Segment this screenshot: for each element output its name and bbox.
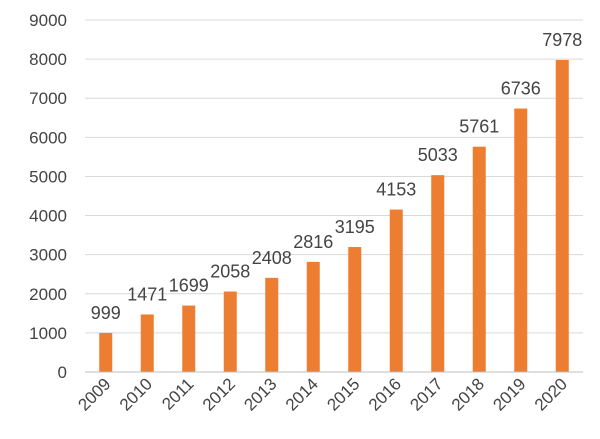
y-tick-label: 0	[58, 363, 67, 382]
data-label-2011: 1699	[169, 276, 209, 296]
data-labels: 999 1471 169920582408281631954153503357616…	[91, 30, 583, 323]
data-label-2010: 1471	[127, 284, 167, 304]
data-label-2018: 5761	[459, 117, 499, 137]
bar-2016	[389, 209, 403, 372]
bars	[99, 59, 569, 373]
bar-2019	[514, 108, 528, 373]
data-label-2017: 5033	[418, 145, 458, 165]
x-tick-label-2009: 2009	[74, 374, 114, 414]
x-tick-label-2015: 2015	[323, 374, 363, 414]
data-label-2009: 999	[91, 303, 121, 323]
y-tick-label: 7000	[29, 89, 67, 108]
data-label-2013: 2408	[252, 248, 292, 268]
y-tick-label: 5000	[29, 167, 67, 186]
x-tick-label-2014: 2014	[282, 374, 322, 414]
bar-2011	[182, 305, 196, 372]
y-tick-label: 9000	[29, 11, 67, 30]
bar-2017	[431, 175, 445, 372]
x-tick-label-2012: 2012	[199, 374, 239, 414]
bar-2020	[555, 59, 569, 372]
x-tick-label-2011: 2011	[158, 374, 197, 413]
y-tick-label: 1000	[29, 324, 67, 343]
y-axis-ticks: 0 1000 2000 3000 4000 5000 6000 7000 8000 9000	[29, 11, 67, 382]
x-tick-label-2016: 2016	[365, 374, 405, 414]
bar-2018	[472, 146, 486, 372]
data-label-2012: 2058	[210, 262, 250, 282]
y-tick-label: 3000	[29, 246, 67, 265]
x-tick-label-2018: 2018	[448, 374, 488, 414]
data-label-2020: 7978	[542, 30, 582, 50]
x-tick-label-2010: 2010	[116, 374, 156, 414]
data-label-2014: 2816	[293, 232, 333, 252]
x-tick-label-2017: 2017	[406, 374, 446, 414]
bar-2015	[348, 247, 362, 372]
x-axis-ticks: 2009 2010 2011 2012 2013 2014 2015 2016 2017 2018…	[74, 374, 571, 414]
y-tick-label: 2000	[29, 285, 67, 304]
gridlines	[85, 19, 583, 334]
bar-2014	[306, 261, 320, 372]
bar-2012	[223, 291, 237, 372]
bar-2009	[99, 332, 113, 372]
y-tick-label: 8000	[29, 50, 67, 69]
x-tick-label-2020: 2020	[531, 374, 571, 414]
data-label-2015: 3195	[335, 217, 375, 237]
data-label-2019: 6736	[501, 79, 541, 99]
x-tick-label-2019: 2019	[489, 374, 529, 414]
bar-2010	[140, 314, 154, 372]
y-tick-label: 4000	[29, 207, 67, 226]
y-tick-label: 6000	[29, 128, 67, 147]
bar-2013	[265, 277, 279, 372]
x-tick-label-2013: 2013	[240, 374, 280, 414]
data-label-2016: 4153	[376, 180, 416, 200]
